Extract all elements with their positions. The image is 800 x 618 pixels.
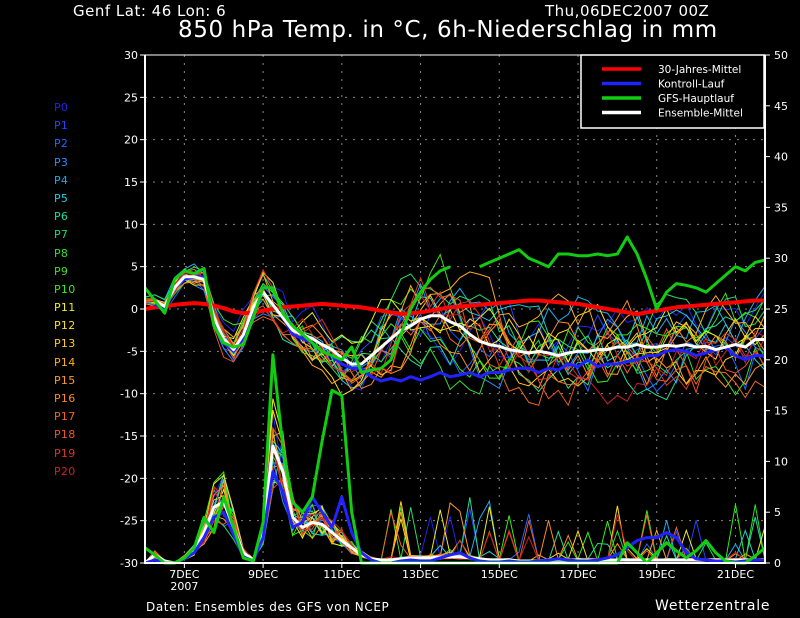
left-tick-label: 25 <box>124 91 138 104</box>
member-label: P16 <box>54 392 76 405</box>
left-tick-label: 30 <box>124 49 138 62</box>
right-tick-label: 5 <box>774 506 781 519</box>
member-label: P17 <box>54 410 76 424</box>
30-jahres-mittel-line <box>144 298 765 317</box>
member-label: P10 <box>54 282 76 296</box>
member-legend: P0 P1 P2 P3 P4 P5 P6 P7 P8 P9 P10 P11 P12 P13 P14 P15 P1… <box>54 100 76 482</box>
member-label: P4 <box>54 173 69 187</box>
member-label: P5 <box>54 191 69 205</box>
location-label: Genf Lat: 46 Lon: 6 <box>73 2 227 20</box>
legend-frame <box>580 54 765 129</box>
member-label: P3 <box>54 155 69 169</box>
legend-label: Ensemble-Mittel <box>658 108 743 120</box>
x-tick-label: 19DEC <box>638 568 675 581</box>
x-tick-label: 17DEC <box>559 568 596 581</box>
right-tick-label: 20 <box>774 354 788 367</box>
member-label: P20 <box>54 464 76 478</box>
left-tick-label: -20 <box>120 472 138 485</box>
left-tick-label: -30 <box>120 557 138 570</box>
gfs-hauptlauf-line <box>478 235 766 311</box>
chart-title: 850 hPa Temp. in °C, 6h-Niederschlag in … <box>178 17 718 43</box>
member-label: P7 <box>54 228 69 242</box>
legend-label: GFS-Hauptlauf <box>658 93 734 105</box>
left-tick-label: 5 <box>131 261 138 274</box>
member-label: P2 <box>54 137 69 151</box>
legend-box: 30-Jahres-Mittel Kontroll-Lauf GFS-Hauptla… <box>580 54 765 129</box>
data-credit: Daten: Ensembles des GFS von NCEP <box>146 600 390 614</box>
x-tick-sublabel: 2007 <box>170 580 198 593</box>
x-tick-label: 13DEC <box>402 568 439 581</box>
member-label: P1 <box>54 119 69 133</box>
member-temp-line <box>144 268 766 391</box>
member-label: P6 <box>54 210 69 224</box>
member-temp-line <box>144 268 766 364</box>
x-tick-label: 15DEC <box>481 568 518 581</box>
right-tick-label: 45 <box>774 100 788 113</box>
member-precip-line <box>144 479 766 564</box>
right-tick-label: 30 <box>774 252 788 265</box>
brand-label: Wetterzentrale <box>655 598 771 614</box>
right-tick-label: 25 <box>774 303 788 316</box>
left-tick-label: -15 <box>120 430 138 443</box>
right-tick-label: 10 <box>774 455 788 468</box>
member-label: P15 <box>54 373 76 387</box>
member-label: P8 <box>54 246 69 260</box>
right-tick-label: 35 <box>774 201 788 214</box>
x-tick-label: 11DEC <box>323 568 360 581</box>
run-date-label: Thu,06DEC2007 00Z <box>545 2 710 20</box>
member-label: P19 <box>54 446 76 460</box>
ensemble-member-lines <box>144 253 766 564</box>
left-tick-label: -25 <box>120 515 138 528</box>
right-tick-label: 15 <box>774 405 788 418</box>
member-label: P14 <box>54 355 76 369</box>
left-tick-label: -10 <box>120 388 138 401</box>
member-label: P13 <box>54 337 76 351</box>
x-tick-label: 21DEC <box>717 568 754 581</box>
right-tick-label: 0 <box>774 557 781 570</box>
member-label: P9 <box>54 264 69 278</box>
main-series-lines <box>143 235 766 565</box>
left-tick-label: 20 <box>124 134 138 147</box>
right-tick-label: 50 <box>774 49 788 62</box>
gfs-hauptlauf-line <box>143 265 451 374</box>
x-tick-label: 9DEC <box>248 568 278 581</box>
axes: 302520151050-5-10-15-20-25-3050454035302… <box>120 49 788 593</box>
member-label: P12 <box>54 319 76 333</box>
member-label: P18 <box>54 428 76 442</box>
legend-label: Kontroll-Lauf <box>658 79 725 91</box>
left-tick-label: 10 <box>124 218 138 231</box>
legend-label: 30-Jahres-Mittel <box>658 64 741 76</box>
member-label: P0 <box>54 101 69 114</box>
member-label: P11 <box>54 301 76 315</box>
left-tick-label: -5 <box>127 345 138 358</box>
member-precip-line <box>144 479 766 564</box>
right-tick-label: 40 <box>774 151 788 164</box>
left-tick-label: 0 <box>131 303 138 316</box>
left-tick-label: 15 <box>124 176 138 189</box>
x-tick-label: 7DEC <box>169 568 199 581</box>
ensemble-mittel-niederschlag-line <box>144 444 765 565</box>
ensemble-mittel-line <box>154 275 765 366</box>
